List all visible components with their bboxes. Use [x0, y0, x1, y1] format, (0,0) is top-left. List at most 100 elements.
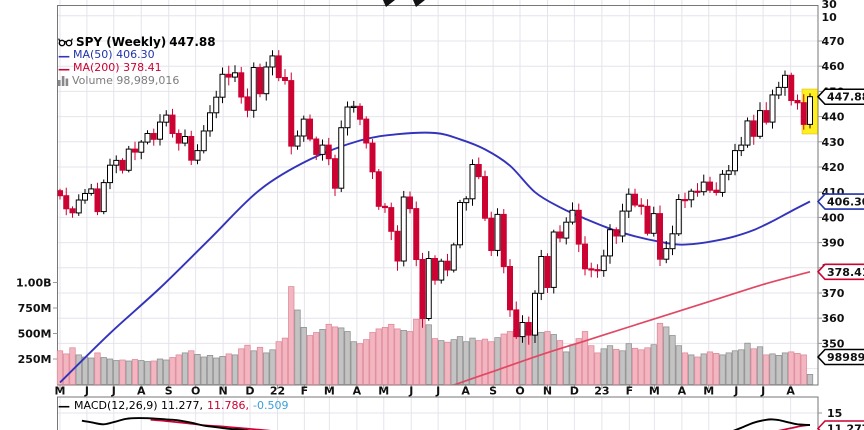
volume-bar: [325, 323, 332, 385]
ma200-callout-shape: [816, 263, 864, 281]
volume-callout-value: 98989016: [827, 351, 864, 364]
candle-body: [538, 256, 545, 294]
volume-bar: [94, 352, 101, 385]
candle: [338, 120, 345, 193]
candle: [213, 90, 220, 119]
volume-bar: [719, 354, 726, 385]
candle-body: [607, 229, 613, 257]
candle: [138, 140, 145, 160]
candle-body: [319, 144, 326, 155]
candle: [407, 191, 413, 214]
candle: [300, 115, 307, 142]
volume-bar: [100, 357, 107, 385]
candle-body: [488, 217, 495, 251]
volume-bar: [806, 374, 814, 385]
volume-bar: [338, 327, 345, 385]
candle-body: [175, 133, 182, 144]
candle: [669, 225, 676, 256]
volume-bar: [450, 339, 457, 385]
candle-body: [544, 256, 551, 288]
price-tick-label: 430: [822, 136, 845, 149]
candle: [694, 183, 701, 197]
candle-body: [113, 159, 120, 166]
volume-bar: [556, 340, 564, 385]
candle-body: [769, 94, 776, 123]
volume-bar: [344, 331, 351, 385]
volume-layer: [56, 286, 814, 385]
ma50-line: [59, 131, 811, 384]
candle-body: [344, 106, 351, 129]
candle-body: [257, 67, 263, 95]
candle-body: [475, 164, 482, 178]
volume-bar: [181, 352, 189, 385]
candle: [169, 108, 176, 138]
candle: [775, 81, 782, 100]
candle: [750, 114, 757, 145]
volume-bar: [594, 352, 601, 385]
volume-bar: [456, 336, 464, 385]
candle-body: [288, 80, 295, 147]
volume-bar: [56, 350, 64, 385]
volume-bar: [494, 337, 501, 385]
candle: [400, 190, 407, 267]
volume-bar: [200, 356, 207, 385]
candle-body: [75, 199, 82, 214]
candle: [807, 93, 813, 129]
volume-bar: [294, 309, 301, 385]
candle: [688, 188, 695, 208]
candle: [763, 102, 770, 125]
macd-label: MACD(12,26,9) 11.277,: [74, 399, 204, 412]
candle: [707, 176, 713, 193]
volume-bar: [331, 326, 339, 385]
candle: [200, 125, 207, 154]
candle: [582, 236, 588, 276]
candle: [219, 67, 226, 104]
month-label: 22: [270, 385, 285, 398]
volume-bar: [731, 350, 739, 385]
candle-body: [332, 158, 338, 189]
candle-body: [100, 182, 107, 213]
candle-body: [182, 136, 188, 144]
candle: [288, 72, 295, 155]
volume-bar: [544, 331, 551, 385]
month-label: J: [760, 385, 765, 398]
candle: [75, 194, 82, 216]
volume-bar: [469, 337, 476, 385]
candle-body: [519, 322, 526, 338]
volume-bar: [256, 346, 264, 385]
candle-body: [163, 114, 170, 123]
volume-bar: [281, 337, 289, 385]
candle-body: [269, 55, 276, 68]
price-tick-label: 400: [822, 211, 845, 224]
candle-body: [638, 204, 645, 207]
volume-bar: [144, 361, 151, 385]
volume-bar: [156, 358, 164, 385]
volume-bar: [250, 350, 257, 385]
volume-bar: [300, 327, 307, 385]
candle: [232, 65, 238, 82]
candle: [94, 182, 101, 216]
candle: [457, 199, 463, 249]
volume-bar: [363, 339, 370, 385]
candle: [432, 255, 438, 285]
macd-histogram-value: -0.509: [253, 399, 289, 412]
volume-bar: [794, 353, 801, 385]
volume-bar: [231, 354, 239, 385]
price-tick-label: 370: [822, 287, 845, 300]
legend-ma200-row: — MA(200) 378.41: [58, 62, 216, 75]
eyeglasses-icon: [58, 36, 73, 49]
legend-volume-row: Volume 98,989,016: [58, 75, 216, 88]
last-price-callout-value: 447.88: [827, 91, 864, 104]
candle-body: [357, 105, 363, 120]
candle-body: [369, 142, 376, 173]
candle: [132, 141, 138, 161]
candle: [350, 100, 357, 113]
volume-bar: [725, 352, 732, 385]
volume-bar: [775, 355, 782, 385]
candle-body: [732, 150, 738, 172]
candle: [157, 114, 163, 146]
candle: [500, 209, 507, 274]
candle: [544, 253, 551, 293]
volume-bar: [319, 329, 326, 385]
